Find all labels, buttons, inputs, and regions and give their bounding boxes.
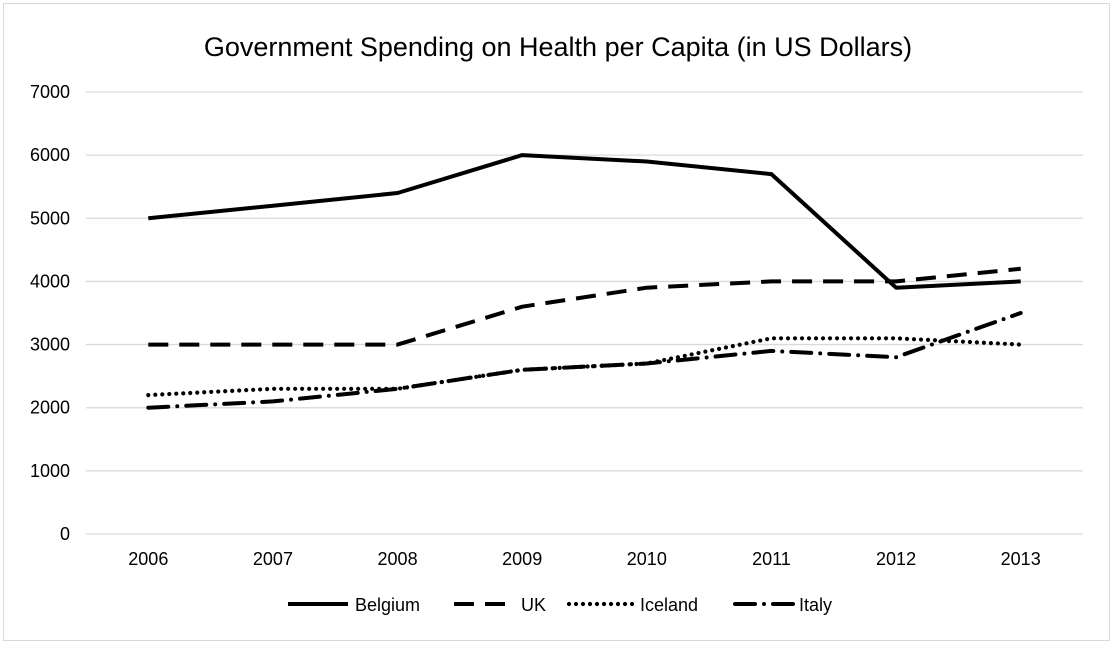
series-lines xyxy=(146,153,1023,410)
y-tick-label: 4000 xyxy=(30,271,70,291)
gridlines xyxy=(86,91,1083,535)
data-point-italy xyxy=(645,362,649,366)
legend-label-uk: UK xyxy=(521,595,546,615)
legend-label-italy: Italy xyxy=(799,595,832,615)
x-tick-label: 2010 xyxy=(627,549,667,569)
x-tick-label: 2008 xyxy=(378,549,418,569)
x-tick-label: 2006 xyxy=(128,549,168,569)
chart-title: Government Spending on Health per Capita… xyxy=(204,32,912,62)
data-point-uk xyxy=(271,343,275,347)
y-tick-label: 5000 xyxy=(30,208,70,228)
data-point-italy xyxy=(1019,311,1023,315)
data-point-belgium xyxy=(396,191,400,195)
data-point-italy xyxy=(769,349,773,353)
data-point-iceland xyxy=(1019,343,1023,347)
data-point-italy xyxy=(271,399,275,403)
x-tick-label: 2012 xyxy=(876,549,916,569)
series-line-uk xyxy=(148,266,1021,347)
legend-label-iceland: Iceland xyxy=(640,595,698,615)
data-point-belgium xyxy=(769,172,773,176)
data-point-iceland xyxy=(271,387,275,391)
data-point-uk xyxy=(894,279,898,283)
series-line-belgium xyxy=(148,153,1021,290)
data-point-belgium xyxy=(894,286,898,290)
x-axis-ticks: 2006 2007 2008 2009 2010 2011 2012 2013 xyxy=(128,549,1040,569)
data-point-belgium xyxy=(1019,279,1023,283)
data-point-belgium xyxy=(271,204,275,208)
legend: Belgium UK Iceland Italy xyxy=(288,595,832,615)
data-point-belgium xyxy=(520,153,524,157)
y-tick-label: 2000 xyxy=(30,398,70,418)
x-tick-label: 2007 xyxy=(253,549,293,569)
data-point-uk xyxy=(396,343,400,347)
series-line-italy xyxy=(146,311,1023,410)
data-point-uk xyxy=(1019,267,1023,271)
data-point-uk xyxy=(769,279,773,283)
data-point-uk xyxy=(146,343,150,347)
data-point-uk xyxy=(520,305,524,309)
data-point-italy xyxy=(396,387,400,391)
y-tick-label: 7000 xyxy=(30,82,70,102)
y-axis-ticks: 0 1000 2000 3000 4000 5000 6000 7000 xyxy=(30,82,70,544)
data-point-iceland xyxy=(769,336,773,340)
data-point-italy xyxy=(520,368,524,372)
data-point-italy xyxy=(894,355,898,359)
data-point-iceland xyxy=(894,336,898,340)
x-tick-label: 2013 xyxy=(1001,549,1041,569)
y-tick-label: 6000 xyxy=(30,145,70,165)
x-tick-label: 2011 xyxy=(752,549,791,569)
data-point-belgium xyxy=(645,159,649,163)
y-tick-label: 0 xyxy=(60,524,70,544)
y-tick-label: 1000 xyxy=(30,461,70,481)
y-tick-label: 3000 xyxy=(30,335,70,355)
chart-frame xyxy=(3,3,1110,641)
data-point-italy xyxy=(146,406,150,410)
data-point-iceland xyxy=(146,393,150,397)
data-point-uk xyxy=(645,286,649,290)
data-point-belgium xyxy=(146,216,150,220)
legend-label-belgium: Belgium xyxy=(355,595,420,615)
series-line-iceland xyxy=(146,336,1023,398)
x-tick-label: 2009 xyxy=(502,549,542,569)
